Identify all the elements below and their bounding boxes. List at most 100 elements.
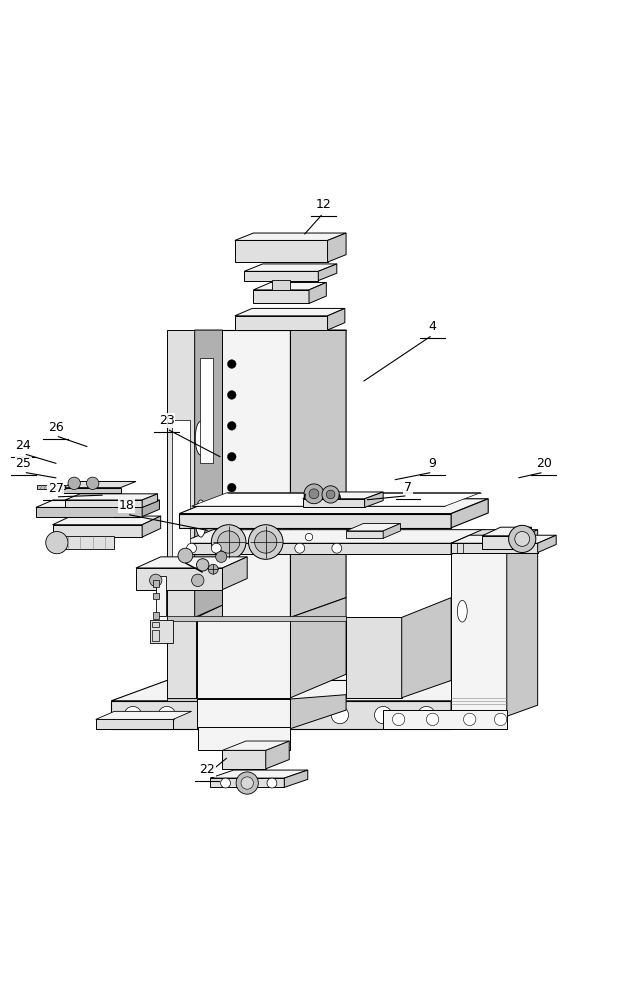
Circle shape xyxy=(178,548,193,563)
Polygon shape xyxy=(111,701,451,729)
Polygon shape xyxy=(167,698,197,701)
Circle shape xyxy=(158,706,176,724)
Text: 22: 22 xyxy=(199,763,215,776)
Circle shape xyxy=(464,713,476,726)
Circle shape xyxy=(326,490,335,499)
Polygon shape xyxy=(167,616,346,621)
Polygon shape xyxy=(197,605,222,698)
Ellipse shape xyxy=(457,600,467,622)
Circle shape xyxy=(211,525,246,559)
Circle shape xyxy=(267,778,277,788)
Polygon shape xyxy=(244,271,318,281)
Polygon shape xyxy=(309,282,326,303)
Polygon shape xyxy=(198,727,290,750)
Circle shape xyxy=(218,531,240,553)
Polygon shape xyxy=(111,680,507,701)
Circle shape xyxy=(227,452,236,461)
Polygon shape xyxy=(222,741,289,750)
Bar xyxy=(153,593,159,599)
Polygon shape xyxy=(36,507,142,517)
Circle shape xyxy=(227,360,236,368)
Polygon shape xyxy=(451,719,507,729)
Polygon shape xyxy=(235,316,328,330)
Circle shape xyxy=(227,576,236,585)
Polygon shape xyxy=(328,233,346,262)
Polygon shape xyxy=(136,557,247,568)
Polygon shape xyxy=(65,494,158,500)
Polygon shape xyxy=(402,598,451,698)
Circle shape xyxy=(227,514,236,523)
Bar xyxy=(152,630,159,641)
Circle shape xyxy=(236,772,258,794)
Polygon shape xyxy=(65,500,142,507)
Text: 7: 7 xyxy=(404,481,412,494)
Circle shape xyxy=(241,777,253,789)
Polygon shape xyxy=(222,557,247,590)
Bar xyxy=(272,280,290,290)
Circle shape xyxy=(248,525,283,559)
Circle shape xyxy=(197,559,209,571)
Circle shape xyxy=(124,706,142,724)
Circle shape xyxy=(208,564,218,574)
Circle shape xyxy=(295,543,305,553)
Polygon shape xyxy=(328,308,345,330)
Polygon shape xyxy=(53,536,114,549)
Circle shape xyxy=(211,543,221,553)
Circle shape xyxy=(309,489,319,499)
Polygon shape xyxy=(365,492,383,507)
Circle shape xyxy=(150,574,162,587)
Circle shape xyxy=(305,533,313,541)
Circle shape xyxy=(375,706,392,724)
Polygon shape xyxy=(62,488,121,493)
Circle shape xyxy=(418,706,435,724)
Polygon shape xyxy=(96,711,192,719)
Polygon shape xyxy=(346,531,383,538)
Polygon shape xyxy=(53,525,142,537)
Circle shape xyxy=(245,706,262,724)
Polygon shape xyxy=(192,493,481,506)
Polygon shape xyxy=(290,695,346,729)
Polygon shape xyxy=(290,330,346,617)
Text: 27: 27 xyxy=(48,482,64,495)
Polygon shape xyxy=(451,680,507,729)
Circle shape xyxy=(87,477,99,489)
Polygon shape xyxy=(451,499,488,528)
Polygon shape xyxy=(197,699,290,729)
Circle shape xyxy=(515,532,530,546)
Polygon shape xyxy=(142,500,159,517)
Circle shape xyxy=(255,531,277,553)
Polygon shape xyxy=(451,535,556,543)
Polygon shape xyxy=(179,530,485,543)
Polygon shape xyxy=(284,770,308,787)
Polygon shape xyxy=(53,516,161,525)
Bar xyxy=(153,612,159,619)
Polygon shape xyxy=(167,617,197,698)
Polygon shape xyxy=(266,741,289,769)
Circle shape xyxy=(392,713,405,726)
Polygon shape xyxy=(482,527,531,536)
Polygon shape xyxy=(36,500,159,507)
Text: 23: 23 xyxy=(159,414,175,427)
Circle shape xyxy=(332,543,342,553)
Polygon shape xyxy=(37,485,65,489)
Polygon shape xyxy=(318,264,337,281)
Bar xyxy=(172,420,190,574)
Polygon shape xyxy=(346,617,402,698)
Polygon shape xyxy=(253,290,309,303)
Polygon shape xyxy=(222,750,266,769)
Circle shape xyxy=(221,778,231,788)
Polygon shape xyxy=(383,523,400,538)
Polygon shape xyxy=(538,535,556,553)
Polygon shape xyxy=(142,516,161,537)
Text: 12: 12 xyxy=(315,198,331,211)
Polygon shape xyxy=(192,330,290,617)
Text: 20: 20 xyxy=(536,457,552,470)
Polygon shape xyxy=(179,514,451,528)
Polygon shape xyxy=(451,543,507,716)
Polygon shape xyxy=(451,530,485,554)
Polygon shape xyxy=(253,282,326,290)
Polygon shape xyxy=(96,719,173,729)
Polygon shape xyxy=(235,240,328,262)
Circle shape xyxy=(494,713,507,726)
Ellipse shape xyxy=(195,421,206,455)
